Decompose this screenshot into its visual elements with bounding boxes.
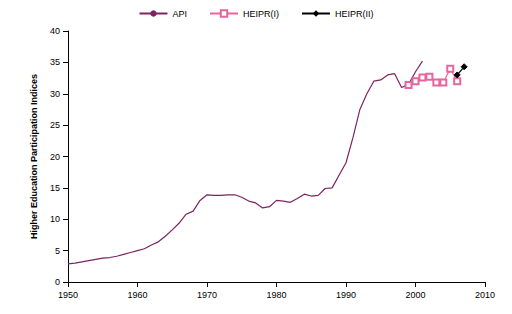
svg-text:25: 25	[50, 120, 60, 130]
svg-text:2000: 2000	[405, 290, 425, 300]
svg-text:1950: 1950	[58, 290, 78, 300]
svg-text:1960: 1960	[127, 290, 147, 300]
svg-text:2010: 2010	[475, 290, 495, 300]
svg-text:0: 0	[55, 277, 60, 287]
svg-text:HEIPR(II): HEIPR(II)	[335, 9, 374, 19]
svg-text:API: API	[172, 9, 187, 19]
svg-text:40: 40	[50, 26, 60, 36]
svg-text:Higher Education Participation: Higher Education Participation Indices	[29, 74, 39, 239]
svg-text:30: 30	[50, 89, 60, 99]
svg-text:35: 35	[50, 57, 60, 67]
svg-text:10: 10	[50, 214, 60, 224]
svg-text:5: 5	[55, 246, 60, 256]
svg-text:HEIPR(I): HEIPR(I)	[243, 9, 279, 19]
svg-text:1970: 1970	[197, 290, 217, 300]
svg-text:1980: 1980	[266, 290, 286, 300]
svg-text:15: 15	[50, 183, 60, 193]
svg-text:20: 20	[50, 152, 60, 162]
svg-text:1990: 1990	[336, 290, 356, 300]
